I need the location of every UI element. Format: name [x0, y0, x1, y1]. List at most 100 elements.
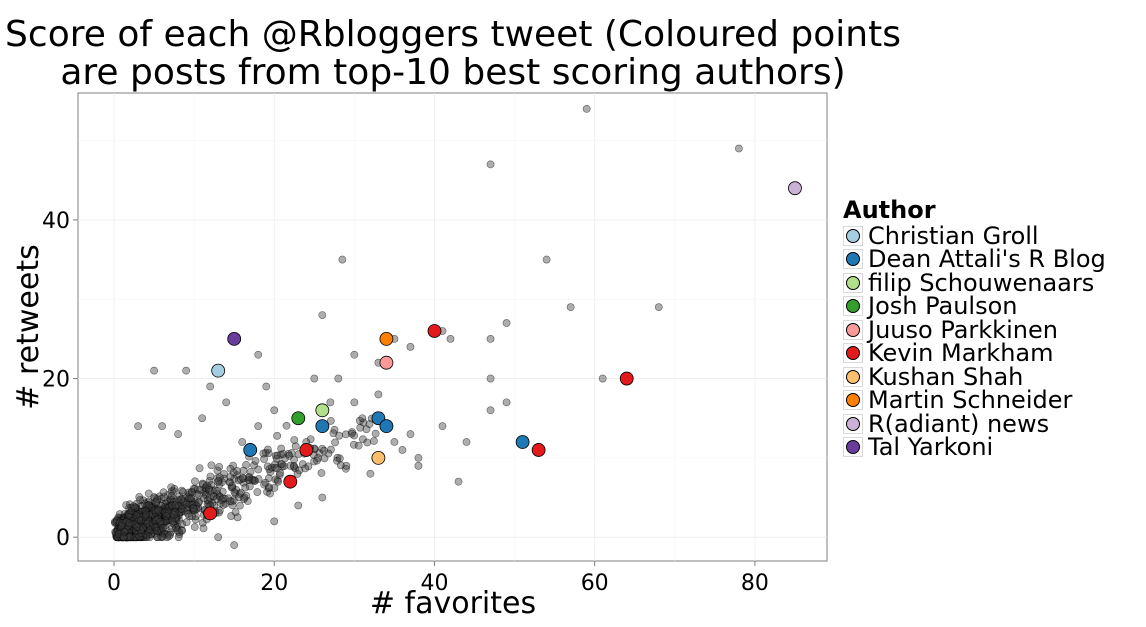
background-point [286, 461, 295, 470]
background-point [158, 422, 167, 431]
legend-label: R(adiant) news [868, 409, 1050, 438]
background-point [273, 431, 282, 440]
background-point [265, 483, 273, 492]
x-axis-ticks: 0 20 40 60 80 [107, 561, 769, 596]
background-point [171, 501, 180, 510]
background-point [462, 438, 471, 446]
background-point [335, 431, 344, 440]
background-point [127, 507, 136, 515]
background-point [159, 524, 167, 532]
legend-key [843, 437, 863, 458]
background-point [371, 429, 380, 438]
y-axis-label: # retweets [11, 244, 46, 409]
legend-label: Kevin Markham [868, 339, 1054, 368]
author-point [788, 181, 802, 196]
author-point [427, 324, 442, 338]
background-point [654, 303, 663, 312]
legend-key [843, 249, 863, 270]
background-point [203, 481, 211, 490]
background-point [310, 374, 319, 383]
background-point [318, 493, 327, 502]
background-point [486, 334, 495, 343]
background-point [446, 334, 455, 343]
x-tick-label: 80 [741, 571, 769, 596]
background-point [214, 533, 223, 542]
background-point [270, 406, 279, 415]
background-point [324, 449, 333, 458]
background-point [598, 374, 607, 383]
background-point [214, 476, 223, 485]
background-point [206, 472, 215, 481]
chart-title: Score of each @Rbloggers tweet (Coloured… [5, 14, 901, 93]
background-point [263, 462, 272, 471]
background-point [291, 442, 300, 451]
background-point [236, 501, 244, 510]
background-point [285, 451, 294, 460]
background-point [195, 464, 204, 473]
legend-label: Christian Groll [868, 221, 1039, 250]
background-point [219, 494, 227, 503]
background-point [342, 430, 350, 439]
background-point [182, 518, 191, 527]
background-point [222, 398, 231, 407]
background-point [206, 382, 215, 391]
x-tick-label: 0 [107, 571, 121, 596]
background-point [240, 493, 249, 502]
background-point [245, 473, 254, 481]
background-point [162, 512, 171, 521]
background-point [317, 469, 326, 477]
y-tick-label: 40 [42, 209, 70, 234]
background-point [278, 460, 286, 469]
background-point [131, 511, 140, 519]
author-point [315, 419, 330, 434]
background-point [295, 466, 304, 475]
legend-items: Christian Groll Dean Attali's R Blog filip… [843, 224, 1106, 459]
background-point [502, 319, 511, 327]
legend-swatch [846, 346, 860, 361]
background-point [168, 516, 177, 525]
background-point [282, 421, 291, 430]
author-point [379, 331, 394, 346]
background-point [358, 414, 367, 423]
background-point [189, 504, 198, 513]
background-point [542, 255, 551, 264]
background-point [279, 449, 288, 458]
background-point [390, 438, 399, 446]
background-point [165, 532, 173, 541]
author-point [315, 403, 330, 418]
legend-swatch [846, 440, 860, 455]
background-point [210, 486, 219, 495]
background-point [167, 492, 176, 500]
background-point [306, 435, 315, 444]
legend-key [843, 413, 863, 434]
author-point [379, 355, 394, 370]
background-point [179, 488, 187, 496]
background-point [486, 406, 495, 415]
legend-key [843, 225, 863, 246]
legend-item: Kevin Markham [843, 339, 1106, 368]
background-point [225, 478, 234, 487]
legend-item: Christian Groll [843, 224, 1106, 248]
background-point [158, 533, 167, 542]
background-point [150, 366, 159, 375]
background-point [188, 512, 196, 521]
legend-item: Dean Attali's R Blog [843, 247, 1106, 271]
background-point [331, 438, 339, 447]
author-point [299, 443, 314, 457]
legend-swatch [846, 275, 860, 290]
background-point [294, 501, 303, 510]
background-point [366, 469, 375, 478]
background-point [301, 464, 310, 473]
background-point [486, 160, 495, 169]
background-point [582, 104, 591, 113]
background-point [178, 520, 187, 529]
author-point [531, 443, 546, 457]
background-point [129, 502, 138, 511]
background-point [241, 483, 250, 492]
background-point [398, 446, 407, 454]
background-point [334, 374, 343, 383]
legend-swatch [846, 322, 860, 337]
author-point [203, 506, 218, 521]
background-point [187, 487, 196, 496]
background-point [359, 435, 367, 444]
